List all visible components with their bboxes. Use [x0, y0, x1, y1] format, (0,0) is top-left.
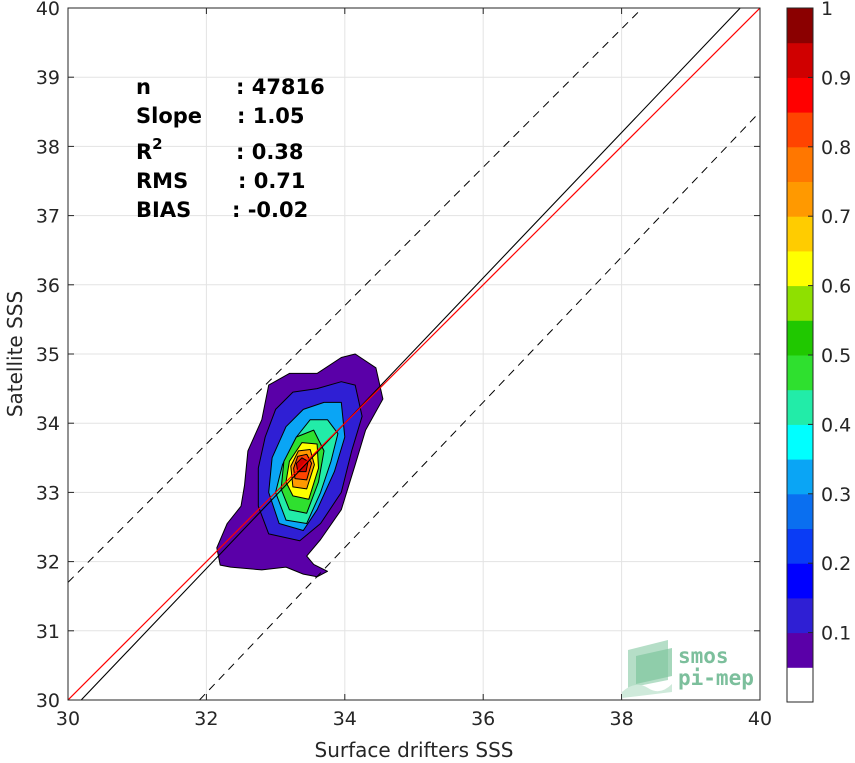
- colorbar-segment: [787, 389, 813, 425]
- colorbar-segment: [787, 146, 813, 182]
- smos-pi-mep-logo: smos pi-mep: [622, 640, 754, 698]
- logo-text-line1: smos: [678, 644, 729, 668]
- colorbar-tick-label: 0.7: [821, 206, 851, 228]
- y-tick-label: 38: [36, 136, 60, 158]
- colorbar-segment: [787, 424, 813, 460]
- colorbar-segment: [787, 42, 813, 78]
- x-tick-label: 40: [748, 708, 772, 730]
- stat-value-rms: : 0.71: [238, 169, 306, 193]
- colorbar-tick-label: 0.5: [821, 345, 851, 367]
- stat-value-r: : 0.38: [236, 140, 304, 164]
- reference-lines: [68, 8, 760, 700]
- logo-text-line2: pi-mep: [678, 666, 754, 690]
- y-tick-label: 30: [36, 690, 60, 712]
- upper-bound-dashed-line: [68, 8, 643, 583]
- colorbar-segment: [787, 112, 813, 148]
- colorbar-segment: [787, 597, 813, 634]
- colorbar-tick-label: 1: [821, 0, 833, 20]
- stat-value-bias: : -0.02: [232, 198, 308, 222]
- colorbar-segment: [787, 459, 813, 495]
- identity-line: [68, 8, 760, 700]
- stat-label-rms: RMS: [136, 169, 188, 193]
- x-tick-label: 30: [56, 708, 80, 730]
- y-tick-label: 36: [36, 275, 60, 297]
- stat-label-bias: BIAS: [136, 198, 191, 222]
- colorbar-segment: [787, 667, 813, 703]
- y-tick-label: 33: [36, 482, 60, 504]
- y-tick-label: 39: [36, 67, 60, 89]
- x-tick-label: 36: [471, 708, 495, 730]
- grid-lines: [67, 7, 761, 701]
- colorbar-segment: [787, 8, 813, 44]
- x-tick-label: 38: [610, 708, 634, 730]
- colorbar-segment: [787, 563, 813, 599]
- colorbar-tick-label: 0.9: [821, 67, 851, 89]
- colorbar-tick-label: 0.3: [821, 484, 851, 506]
- colorbar-tick-label: 0.2: [821, 553, 851, 575]
- colorbar-tick-label: 0.6: [821, 276, 851, 298]
- colorbar-segment: [787, 355, 813, 391]
- colorbar-tick-label: 0.4: [821, 414, 851, 436]
- colorbar-segment: [787, 632, 813, 668]
- stat-label-n: n: [136, 75, 151, 99]
- logo-waves-icon: [622, 640, 672, 698]
- x-axis-ticks: 30 32 34 36 38 40: [56, 8, 772, 730]
- density-contours: [216, 353, 384, 578]
- regression-line: [80, 8, 741, 700]
- colorbar-segment: [787, 528, 813, 564]
- stat-superscript: 2: [152, 135, 162, 153]
- colorbar-segment: [787, 216, 813, 252]
- colorbar-segment: [787, 320, 813, 356]
- x-tick-label: 34: [333, 708, 357, 730]
- colorbar-segment: [787, 250, 813, 287]
- x-axis-label: Surface drifters SSS: [315, 738, 514, 762]
- colorbar-segment: [787, 285, 813, 321]
- y-tick-label: 40: [36, 0, 60, 20]
- colorbar-segment: [787, 77, 813, 113]
- colorbar-segment: [787, 181, 813, 217]
- lower-bound-dashed-line: [199, 111, 760, 700]
- colorbar-segment: [787, 493, 813, 529]
- colorbar-tick-label: 0.8: [821, 137, 851, 159]
- y-axis-label: Satellite SSS: [3, 291, 27, 417]
- x-tick-label: 32: [194, 708, 218, 730]
- y-tick-label: 32: [36, 552, 60, 574]
- y-tick-label: 34: [36, 413, 60, 435]
- stat-label-slope: Slope: [136, 104, 202, 128]
- y-axis-ticks: 30 31 32 33 34 35 36 37 38 39 40: [36, 0, 760, 712]
- stat-value-slope: : 1.05: [237, 104, 305, 128]
- y-tick-label: 31: [36, 621, 60, 643]
- y-tick-label: 35: [36, 344, 60, 366]
- stat-value-n: : 47816: [236, 75, 325, 99]
- colorbar: 0.1 0.2 0.3 0.4 0.5 0.6 0.7 0.8 0.9 1: [786, 0, 851, 703]
- colorbar-tick-label: 0.1: [821, 623, 851, 645]
- y-tick-label: 37: [36, 206, 60, 228]
